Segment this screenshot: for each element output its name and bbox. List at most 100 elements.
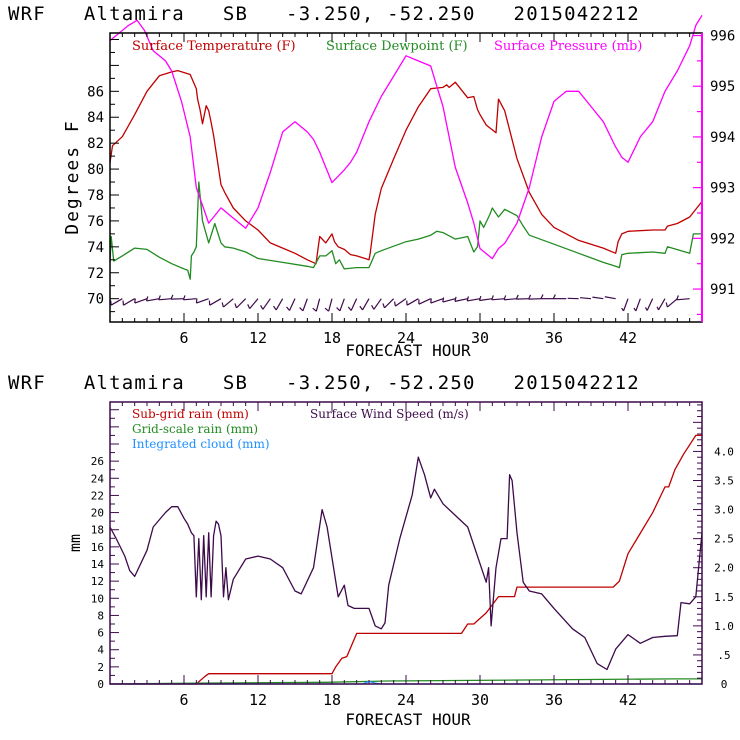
wind-barb <box>676 295 690 301</box>
y2-tick-label: 4.0 <box>714 445 734 458</box>
x-tick-label: 12 <box>249 329 267 347</box>
chart-title-bottom: WRF Altamira SB -3.250, -52.250 20150422… <box>8 372 640 394</box>
wind-barb <box>273 298 284 311</box>
wind-barb <box>491 295 505 301</box>
y-tick-label: 18 <box>91 524 104 537</box>
y-tick-label: 22 <box>91 489 104 502</box>
x-tick-label: 12 <box>249 691 267 709</box>
y-tick-label: 8 <box>97 609 104 622</box>
x-tick-label: 42 <box>619 691 637 709</box>
wind-barb <box>430 298 444 304</box>
series-surface-pressure <box>109 14 703 260</box>
series-surface-temperature <box>109 69 703 265</box>
wind-barb <box>336 298 345 312</box>
wind-barb <box>195 298 209 304</box>
legend-surface-wind-speed: Surface Wind Speed (m/s) <box>310 407 469 421</box>
x-tick-label: 6 <box>179 691 188 709</box>
wind-barb <box>621 298 629 312</box>
wind-barb <box>393 298 407 307</box>
wind-barb <box>312 298 321 312</box>
x-tick-label: 18 <box>323 691 341 709</box>
y2-tick-label: 3.5 <box>714 474 734 487</box>
x-tick-label: 6 <box>179 329 188 347</box>
top-y-axis-label: Degrees F <box>62 119 83 235</box>
wind-barb <box>110 298 123 306</box>
wind-barb <box>540 294 554 300</box>
wind-barb <box>359 298 370 311</box>
wind-barb <box>170 294 185 300</box>
y-tick-label: 76 <box>87 214 104 230</box>
wind-barb <box>247 298 259 310</box>
legend-subgrid-rain: Sub-grid rain (mm) <box>132 407 249 421</box>
y2-tick-label: 1.5 <box>714 591 734 604</box>
x-tick-label: 42 <box>619 329 637 347</box>
y-tick-label: 12 <box>91 575 104 588</box>
legend-integrated-cloud: Integrated cloud (mm) <box>132 437 270 451</box>
wind-barb <box>145 296 160 302</box>
y2-tick-label: 995 <box>710 79 735 95</box>
wind-barb <box>122 298 135 306</box>
legend-gridscale-rain: Grid-scale rain (mm) <box>132 422 258 436</box>
x-tick-label: 30 <box>471 329 489 347</box>
y2-tick-label: 991 <box>710 282 735 298</box>
wind-barb <box>515 294 530 300</box>
wind-barb <box>208 298 222 306</box>
wind-barb <box>234 298 247 309</box>
y-tick-label: 70 <box>87 292 104 308</box>
y2-tick-label: 992 <box>710 231 735 247</box>
y-tick-label: 74 <box>87 240 104 256</box>
bottom-x-axis-label: FORECAST HOUR <box>345 710 471 729</box>
wind-barb <box>286 298 296 311</box>
wind-barb <box>579 297 592 300</box>
x-tick-label: 18 <box>323 329 341 347</box>
wind-barb <box>418 298 431 305</box>
y-tick-label: 24 <box>91 472 105 485</box>
x-tick-label: 24 <box>397 691 415 709</box>
top-panel: 6 12 18 24 30 36 42 70 72 74 76 78 80 82 84 86 991 992 993… <box>62 14 735 360</box>
series-surface-wind-speed <box>109 456 703 671</box>
wind-barb <box>466 296 481 302</box>
wind-barb <box>158 295 172 301</box>
y-tick-label: 16 <box>91 541 104 554</box>
wind-barb <box>656 298 666 311</box>
x-tick-label: 36 <box>545 691 563 709</box>
series-sub-grid-rain <box>110 434 702 685</box>
chart-title-top: WRF Altamira SB -3.250, -52.250 20150422… <box>8 3 640 25</box>
x-tick-label: 30 <box>471 691 489 709</box>
legend-surface-dewpoint: Surface Dewpoint (F) <box>326 39 468 54</box>
wind-barb <box>442 297 456 303</box>
y-tick-label: 82 <box>87 136 104 152</box>
x-tick-label: 36 <box>545 329 563 347</box>
wind-barb <box>382 298 395 309</box>
wind-barb <box>221 298 234 308</box>
wind-barb <box>371 298 382 310</box>
wind-barb <box>299 298 308 312</box>
x-tick-label: 24 <box>397 329 415 347</box>
wind-barb <box>503 295 518 301</box>
series-surface-dewpoint <box>109 181 702 280</box>
y-tick-label: 26 <box>91 455 104 468</box>
y-tick-label: 6 <box>97 627 104 640</box>
bottom-panel: 6 12 18 24 30 36 42024681012141618202224260.51… <box>66 401 734 729</box>
y2-tick-label: 0 <box>721 678 728 691</box>
y2-tick-label: .5 <box>717 649 730 662</box>
wind-barb <box>454 296 468 302</box>
bottom-y-axis-label: mm <box>66 534 84 552</box>
y2-tick-label: 994 <box>710 130 735 146</box>
y-tick-label: 72 <box>87 266 104 282</box>
wind-barb <box>347 298 358 311</box>
y-tick-label: 14 <box>91 558 105 571</box>
wind-barb <box>182 295 197 301</box>
legend-surface-temperature: Surface Temperature (F) <box>132 39 296 54</box>
wind-barb <box>604 296 616 300</box>
wind-barb <box>260 298 271 310</box>
wind-barb <box>324 298 333 312</box>
wind-barb <box>528 294 542 300</box>
y-tick-label: 2 <box>97 661 104 674</box>
y-tick-label: 4 <box>97 644 104 657</box>
y-tick-label: 80 <box>87 162 104 178</box>
wind-barb <box>406 298 419 306</box>
y-tick-label: 78 <box>87 188 104 204</box>
wind-barb <box>134 298 148 304</box>
